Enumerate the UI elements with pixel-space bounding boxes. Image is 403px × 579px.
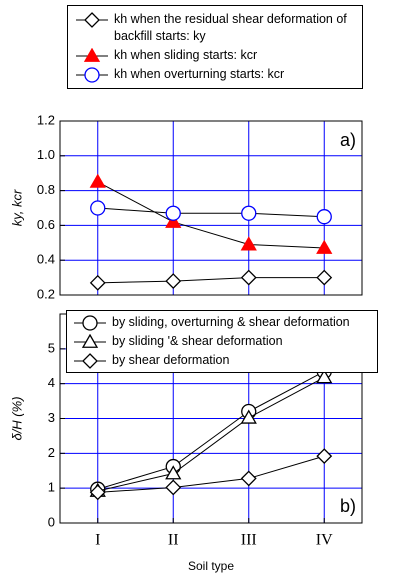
y-tick-label: 5 (48, 340, 55, 355)
marker (165, 465, 182, 480)
x-tick-label: III (241, 532, 257, 549)
marker (240, 269, 257, 286)
legend-entry: by shear deformation (72, 352, 372, 369)
legend-entry: kh when sliding starts: kcr (74, 47, 356, 64)
x-tick-label: I (95, 532, 100, 549)
marker (165, 479, 182, 496)
y-tick-label: 0 (48, 514, 55, 529)
legend-entry: by sliding '& shear deformation (72, 333, 372, 350)
marker (83, 48, 101, 62)
y-tick-label: 0.4 (37, 252, 55, 267)
marker (316, 269, 333, 286)
legend-entry: kh when overturning starts: kcr (74, 66, 356, 83)
series-line (97, 371, 325, 490)
legend-entry: by sliding, overturning & shear deformat… (72, 314, 372, 331)
plot-frame (59, 120, 363, 296)
marker (316, 239, 333, 254)
marker (89, 173, 106, 188)
y-axis-label: δ/H (%) (9, 396, 24, 440)
legend-label: by sliding '& shear deformation (112, 334, 283, 348)
x-tick-label: IV (316, 532, 333, 549)
marker (81, 334, 99, 348)
marker (84, 67, 100, 83)
legend-swatch (74, 315, 106, 331)
x-axis-label: Soil type (188, 559, 234, 573)
series-line (97, 207, 325, 218)
legend-label: kh when sliding starts: kcr (114, 48, 258, 62)
marker (240, 236, 257, 251)
y-tick-label: 1.2 (37, 112, 55, 127)
marker (240, 409, 257, 424)
marker (316, 448, 333, 465)
legend: by sliding, overturning & shear deformat… (66, 310, 378, 373)
legend-label: by sliding, overturning & shear deformat… (112, 315, 350, 329)
legend-swatch (74, 353, 106, 369)
legend-entry: kh when the residual shear deformation o… (74, 11, 356, 45)
series-line (97, 277, 325, 284)
marker (90, 200, 106, 216)
legend-label: kh when overturning starts: kcr (114, 67, 285, 81)
annotation: a) (340, 130, 356, 150)
marker (240, 470, 257, 487)
marker (165, 205, 181, 221)
series-line (97, 455, 325, 493)
annotation: b) (340, 496, 356, 516)
marker (89, 274, 106, 291)
marker (165, 213, 182, 228)
legend: kh when the residual shear deformation o… (67, 5, 363, 89)
legend-label: kh when the residual shear deformation o… (114, 12, 347, 43)
marker (241, 205, 257, 221)
y-axis-label: ky, kcr (9, 189, 24, 226)
y-tick-label: 4 (48, 375, 55, 390)
legend-swatch (76, 12, 108, 28)
marker (316, 369, 333, 384)
series-line (97, 181, 325, 249)
marker (82, 353, 98, 369)
series-line (97, 376, 325, 492)
y-tick-label: 0.2 (37, 286, 55, 301)
x-tick-label: II (168, 532, 179, 549)
y-tick-label: 2 (48, 445, 55, 460)
legend-swatch (74, 334, 106, 348)
marker (82, 315, 98, 331)
y-tick-label: 1.0 (37, 147, 55, 162)
marker (84, 12, 100, 28)
y-tick-label: 3 (48, 410, 55, 425)
marker (316, 209, 332, 225)
marker (89, 484, 106, 501)
marker (165, 273, 182, 289)
legend-swatch (76, 48, 108, 62)
legend-swatch (76, 67, 108, 83)
y-tick-label: 0.8 (37, 182, 55, 197)
y-tick-label: 1 (48, 480, 55, 495)
legend-label: by shear deformation (112, 353, 230, 367)
y-tick-label: 0.6 (37, 217, 55, 232)
